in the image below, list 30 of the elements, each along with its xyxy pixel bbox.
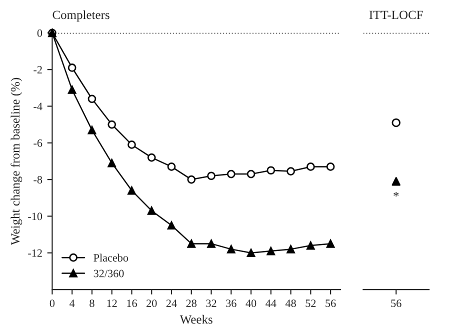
x-tick-label: 52 xyxy=(306,300,316,308)
y-tick-label: -4 xyxy=(34,102,42,110)
x-tick-label: 4 xyxy=(70,300,75,307)
y-axis-title: Weight change from baseline (%) xyxy=(10,78,22,246)
chart-title: ITT-LOCF xyxy=(369,10,423,20)
chart-title: Completers xyxy=(52,10,110,22)
annotation: * xyxy=(394,192,399,197)
y-tick-label: -8 xyxy=(34,176,42,184)
x-tick-label: 56 xyxy=(326,300,336,308)
x-tick-label: 44 xyxy=(266,300,276,307)
y-tick-label: -6 xyxy=(34,139,42,147)
legend-label: 32/360 xyxy=(94,270,124,278)
x-tick-label: 36 xyxy=(226,300,236,308)
x-tick-label: 20 xyxy=(146,300,157,308)
x-tick-label: 12 xyxy=(107,300,117,307)
x-tick-label: 48 xyxy=(285,300,296,308)
x-tick-label: 56 xyxy=(391,300,402,308)
x-tick-label: 8 xyxy=(90,300,94,308)
y-tick-label: -10 xyxy=(28,212,42,220)
x-tick-label: 40 xyxy=(246,300,256,308)
x-tick-label: 16 xyxy=(127,300,137,308)
legend-label: Placebo xyxy=(94,254,128,262)
x-axis-title: Weeks xyxy=(180,314,212,324)
y-tick-label: -2 xyxy=(34,66,42,74)
x-tick-label: 32 xyxy=(206,300,216,308)
x-tick-label: 28 xyxy=(186,300,197,308)
y-tick-label: 0 xyxy=(37,29,42,37)
x-tick-label: 0 xyxy=(50,300,55,308)
y-tick-label: -12 xyxy=(28,249,42,257)
x-tick-label: 24 xyxy=(166,300,177,307)
